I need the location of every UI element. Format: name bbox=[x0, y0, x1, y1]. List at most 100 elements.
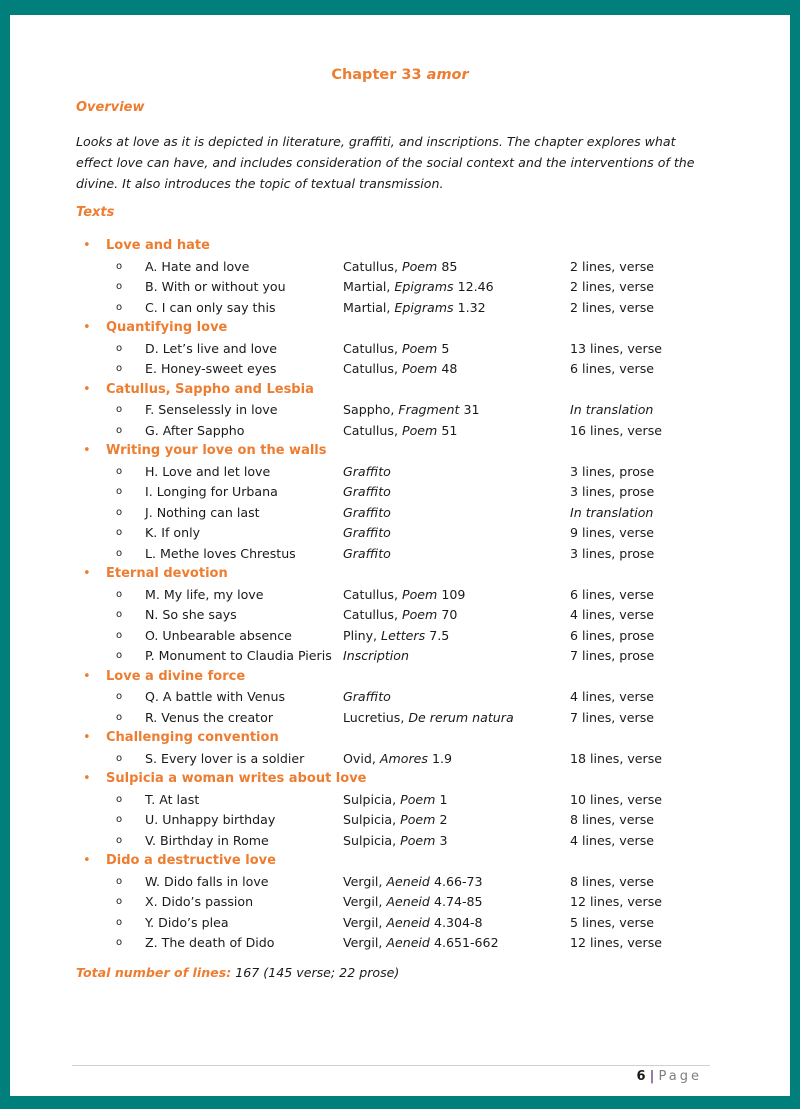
texts-list: • Love and hate o A. Hate and love Catullus,… bbox=[10, 236, 790, 954]
item-title: H. Love and let love bbox=[145, 463, 271, 479]
section-label: Dido a destructive love bbox=[106, 853, 276, 868]
item-source: Sulpicia, Poem 1 bbox=[343, 790, 447, 811]
list-item: o J. Nothing can last Graffito In translati… bbox=[10, 503, 790, 524]
item-source: Graffito bbox=[343, 503, 391, 524]
item-source: Graffito bbox=[343, 687, 391, 708]
source-work: Letters bbox=[381, 627, 426, 643]
item-title: K. If only bbox=[145, 525, 201, 540]
source-reference: 51 bbox=[437, 422, 458, 438]
circle-bullet-icon: o bbox=[116, 752, 123, 764]
circle-bullet-icon: o bbox=[116, 404, 123, 415]
list-item: o P. Monument to Claudia Pieris Inscriptio… bbox=[10, 646, 790, 667]
source-author: Martial, bbox=[343, 299, 395, 315]
circle-bullet-icon: o bbox=[116, 834, 123, 846]
list-item: o B. With or without you Martial, Epigrams… bbox=[10, 277, 790, 298]
circle-bullet-icon: o bbox=[116, 281, 123, 292]
item-title: N. So she says bbox=[145, 607, 237, 622]
item-lines: In translation bbox=[570, 402, 654, 417]
overview-text: Looks at love as it is depicted in liter… bbox=[76, 134, 695, 191]
list-item: o X. Dido’s passion Vergil, Aeneid 4.74-85… bbox=[10, 892, 790, 913]
item-source: Vergil, Aeneid 4.304-8 bbox=[343, 913, 483, 934]
section-label: Love a divine force bbox=[106, 668, 246, 684]
item-title: P. Monument to Claudia Pieris bbox=[145, 648, 332, 663]
item-title: S. Every lover is a soldier bbox=[145, 750, 305, 766]
footer-divider bbox=[72, 1065, 710, 1066]
list-item: o Z. The death of Dido Vergil, Aeneid 4.65… bbox=[10, 933, 790, 954]
list-item: o I. Longing for Urbana Graffito 3 lines, p… bbox=[10, 482, 790, 503]
item-title: J. Nothing can last bbox=[145, 504, 260, 520]
source-author: Pliny, bbox=[343, 627, 382, 643]
source-author: Catullus, bbox=[343, 586, 402, 602]
circle-bullet-icon: o bbox=[116, 875, 123, 887]
source-reference: 2 bbox=[435, 812, 448, 827]
bullet-icon: • bbox=[83, 238, 91, 253]
source-work: Graffito bbox=[343, 504, 391, 520]
bullet-icon: • bbox=[83, 730, 91, 745]
item-lines: 9 lines, verse bbox=[570, 525, 654, 540]
source-work: Aeneid bbox=[386, 873, 430, 889]
source-work: Poem bbox=[401, 607, 438, 622]
list-item: o Y. Dido’s plea Vergil, Aeneid 4.304-8 5 l… bbox=[10, 913, 790, 934]
source-work: Poem bbox=[400, 791, 436, 807]
circle-bullet-icon: o bbox=[116, 793, 123, 805]
source-author: Sulpicia, bbox=[343, 791, 401, 807]
item-lines: 3 lines, prose bbox=[570, 545, 655, 561]
item-lines: 4 lines, verse bbox=[570, 832, 654, 848]
item-source: Graffito bbox=[343, 462, 391, 483]
bullet-icon: • bbox=[83, 381, 91, 397]
item-source: Catullus, Poem 109 bbox=[343, 585, 465, 606]
source-work: Graffito bbox=[343, 484, 391, 499]
section-label: Quantifying love bbox=[106, 320, 228, 335]
list-item: o S. Every lover is a soldier Ovid, Amores… bbox=[10, 749, 790, 770]
item-lines: 7 lines, prose bbox=[570, 648, 655, 663]
section-heading: • Love a divine force bbox=[10, 667, 790, 688]
item-lines: 3 lines, prose bbox=[570, 463, 655, 479]
source-author: Catullus, bbox=[343, 607, 402, 622]
item-lines: 16 lines, verse bbox=[570, 422, 663, 438]
section-label: Eternal devotion bbox=[106, 566, 228, 581]
bullet-icon: • bbox=[83, 668, 91, 684]
circle-bullet-icon: o bbox=[116, 814, 123, 825]
source-author: Lucretius, bbox=[343, 709, 409, 725]
list-item: o O. Unbearable absence Pliny, Letters 7.5… bbox=[10, 626, 790, 647]
item-title: Q. A battle with Venus bbox=[145, 689, 286, 704]
item-title: T. At last bbox=[145, 791, 200, 807]
circle-bullet-icon: o bbox=[116, 465, 123, 477]
bullet-icon: • bbox=[83, 853, 91, 868]
source-work: Poem bbox=[401, 258, 438, 274]
total-label: Total number of lines: bbox=[76, 965, 232, 980]
item-source: Catullus, Poem 5 bbox=[343, 339, 449, 360]
chapter-title: Chapter 33 amor bbox=[10, 67, 790, 83]
item-lines: 10 lines, verse bbox=[570, 791, 663, 807]
source-work: Poem bbox=[401, 340, 438, 356]
list-item: o K. If only Graffito 9 lines, verse bbox=[10, 523, 790, 544]
source-reference: 7.5 bbox=[425, 627, 450, 643]
section-heading: • Challenging convention bbox=[10, 728, 790, 749]
item-lines: 6 lines, verse bbox=[570, 361, 654, 376]
circle-bullet-icon: o bbox=[116, 711, 123, 723]
item-title: O. Unbearable absence bbox=[145, 627, 292, 643]
item-title: Z. The death of Dido bbox=[145, 935, 275, 950]
item-source: Catullus, Poem 48 bbox=[343, 359, 457, 380]
circle-bullet-icon: o bbox=[116, 342, 123, 354]
chapter-title-italic: amor bbox=[426, 67, 469, 83]
item-lines: 2 lines, verse bbox=[570, 279, 654, 294]
circle-bullet-icon: o bbox=[116, 547, 123, 559]
item-title: E. Honey-sweet eyes bbox=[145, 361, 277, 376]
item-lines: 12 lines, verse bbox=[570, 894, 663, 909]
section-heading: • Dido a destructive love bbox=[10, 851, 790, 872]
circle-bullet-icon: o bbox=[116, 609, 123, 620]
source-work: Poem bbox=[401, 361, 438, 376]
list-item: o T. At last Sulpicia, Poem 1 10 lines, ver… bbox=[10, 790, 790, 811]
item-title: D. Let’s live and love bbox=[145, 340, 278, 356]
item-lines: 13 lines, verse bbox=[570, 340, 663, 356]
overview-heading: Overview bbox=[76, 100, 145, 115]
source-author: Ovid, bbox=[343, 750, 380, 766]
item-title: M. My life, my love bbox=[145, 586, 264, 602]
item-title: I. Longing for Urbana bbox=[145, 484, 278, 499]
circle-bullet-icon: o bbox=[116, 916, 123, 928]
list-item: o W. Dido falls in love Vergil, Aeneid 4.6… bbox=[10, 872, 790, 893]
section-heading: • Love and hate bbox=[10, 236, 790, 257]
source-work: Poem bbox=[400, 812, 436, 827]
source-work: Graffito bbox=[343, 463, 391, 479]
